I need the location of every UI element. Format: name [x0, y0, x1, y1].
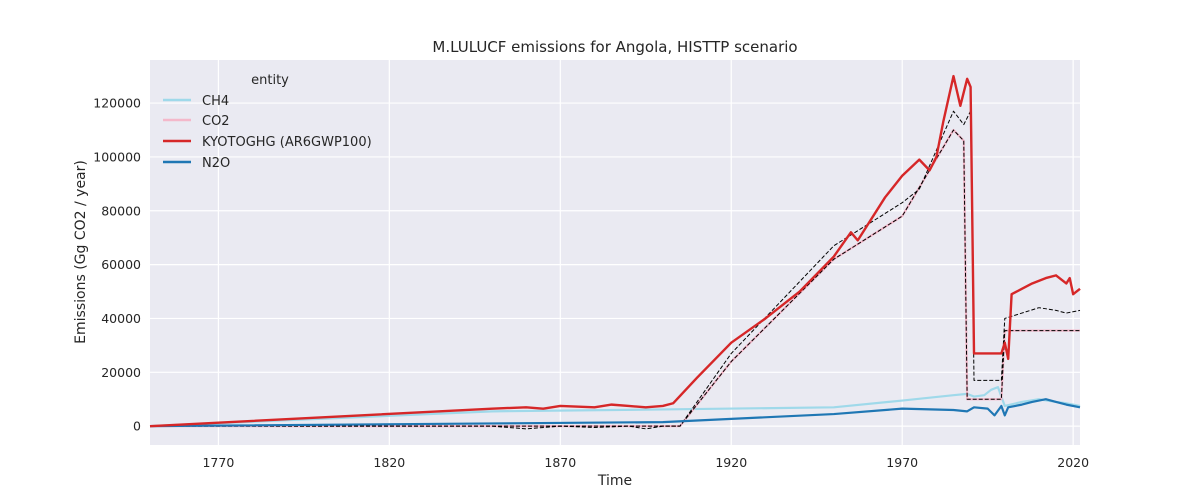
- x-tick-label: 1920: [715, 455, 747, 470]
- series-line-n2o: [149, 398, 1081, 428]
- y-tick-label: 60000: [101, 257, 141, 272]
- chart-title: M.LULUCF emissions for Angola, HISTTP sc…: [432, 38, 797, 56]
- x-tick-label: 1970: [886, 455, 918, 470]
- legend-item-n2o: N2O: [163, 156, 230, 171]
- legend: entity CH4 CO2 KYOTOGHG (AR6GWP100) N2O: [163, 73, 372, 171]
- x-axis-ticks: 1770 1820 1870 1920 1970 2020: [202, 455, 1089, 470]
- y-tick-label: 40000: [101, 311, 141, 326]
- series-line-lower-bound: [150, 129, 1080, 430]
- y-tick-label: 100000: [93, 149, 141, 164]
- y-axis-label: Emissions (Gg CO2 / year): [73, 160, 89, 344]
- legend-item-ch4: CH4: [163, 94, 229, 109]
- legend-label-n2o: N2O: [202, 156, 230, 171]
- legend-item-kyotoghg: KYOTOGHG (AR6GWP100): [163, 135, 372, 150]
- series-layer: [149, 74, 1081, 430]
- legend-label-co2: CO2: [202, 114, 230, 129]
- y-tick-label: 80000: [101, 203, 141, 218]
- legend-label-ch4: CH4: [202, 94, 229, 109]
- y-axis-ticks: 0 20000 40000 60000 80000 100000 120000: [93, 96, 141, 434]
- plot-area: [150, 60, 1080, 445]
- legend-title: entity: [251, 73, 289, 88]
- x-tick-label: 1770: [202, 455, 234, 470]
- x-axis-label: Time: [597, 473, 632, 489]
- y-tick-label: 120000: [93, 96, 141, 111]
- x-tick-label: 1870: [544, 455, 576, 470]
- legend-label-kyotoghg: KYOTOGHG (AR6GWP100): [202, 135, 372, 150]
- x-tick-label: 1820: [373, 455, 405, 470]
- y-tick-label: 20000: [101, 365, 141, 380]
- series-line-kyotoghg-ar6gwp100: [149, 74, 1081, 428]
- x-tick-label: 2020: [1057, 455, 1089, 470]
- legend-item-co2: CO2: [163, 114, 230, 129]
- y-tick-label: 0: [133, 419, 141, 434]
